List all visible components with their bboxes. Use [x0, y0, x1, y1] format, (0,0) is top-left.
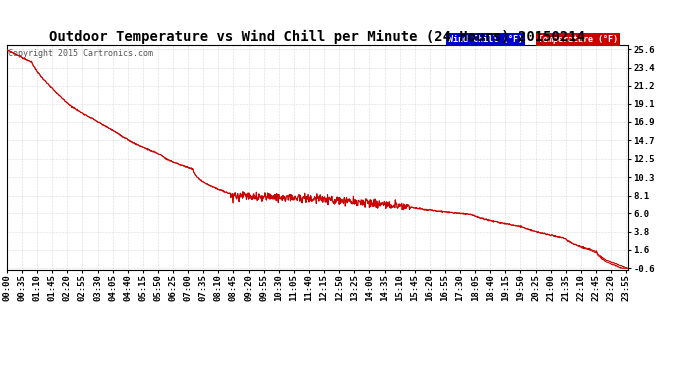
Title: Outdoor Temperature vs Wind Chill per Minute (24 Hours) 20150214: Outdoor Temperature vs Wind Chill per Mi… — [50, 30, 585, 44]
Text: Temperature (°F): Temperature (°F) — [538, 35, 618, 44]
Text: Wind Chill (°F): Wind Chill (°F) — [448, 35, 523, 44]
Text: Copyright 2015 Cartronics.com: Copyright 2015 Cartronics.com — [8, 50, 152, 58]
